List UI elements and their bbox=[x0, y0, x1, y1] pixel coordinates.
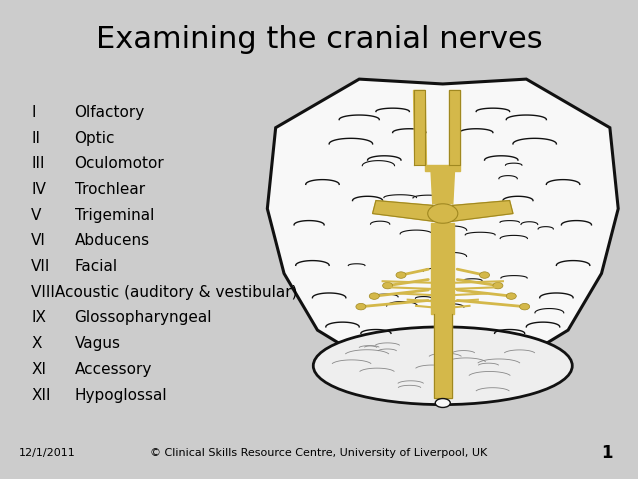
Polygon shape bbox=[449, 201, 513, 222]
Text: Olfactory: Olfactory bbox=[75, 105, 145, 120]
Ellipse shape bbox=[383, 282, 392, 289]
Text: VII: VII bbox=[31, 259, 50, 274]
Text: Optic: Optic bbox=[75, 130, 115, 146]
Text: X: X bbox=[31, 336, 41, 351]
Text: III: III bbox=[31, 156, 45, 171]
Text: © Clinical Skills Resource Centre, University of Liverpool, UK: © Clinical Skills Resource Centre, Unive… bbox=[151, 448, 487, 457]
Ellipse shape bbox=[369, 293, 379, 299]
Text: XII: XII bbox=[31, 388, 51, 402]
Text: Examining the cranial nerves: Examining the cranial nerves bbox=[96, 25, 542, 54]
Text: Hypoglossal: Hypoglossal bbox=[75, 388, 167, 402]
Polygon shape bbox=[431, 223, 454, 314]
Polygon shape bbox=[426, 165, 460, 171]
Text: Trochlear: Trochlear bbox=[75, 182, 145, 197]
Text: 12/1/2011: 12/1/2011 bbox=[19, 448, 75, 457]
Ellipse shape bbox=[396, 272, 406, 278]
Ellipse shape bbox=[493, 282, 503, 289]
Ellipse shape bbox=[435, 399, 450, 408]
Text: IV: IV bbox=[31, 182, 46, 197]
Polygon shape bbox=[373, 201, 436, 222]
Text: Glossopharyngeal: Glossopharyngeal bbox=[75, 310, 212, 325]
Text: Facial: Facial bbox=[75, 259, 117, 274]
Ellipse shape bbox=[427, 204, 458, 223]
Text: Abducens: Abducens bbox=[75, 233, 150, 248]
Ellipse shape bbox=[507, 293, 516, 299]
Text: IX: IX bbox=[31, 310, 46, 325]
Text: Accessory: Accessory bbox=[75, 362, 152, 377]
Polygon shape bbox=[431, 171, 454, 204]
Polygon shape bbox=[434, 314, 452, 398]
Ellipse shape bbox=[519, 303, 530, 310]
Text: VIIIAcoustic (auditory & vestibular): VIIIAcoustic (auditory & vestibular) bbox=[31, 285, 298, 300]
Ellipse shape bbox=[480, 272, 489, 278]
Text: V: V bbox=[31, 207, 41, 223]
Text: II: II bbox=[31, 130, 40, 146]
Text: VI: VI bbox=[31, 233, 46, 248]
Text: Vagus: Vagus bbox=[75, 336, 121, 351]
Polygon shape bbox=[413, 91, 426, 165]
Text: XI: XI bbox=[31, 362, 46, 377]
Polygon shape bbox=[449, 91, 460, 165]
Text: 1: 1 bbox=[602, 444, 613, 462]
Ellipse shape bbox=[313, 327, 572, 405]
Text: Oculomotor: Oculomotor bbox=[75, 156, 165, 171]
Ellipse shape bbox=[356, 303, 366, 310]
Text: Trigeminal: Trigeminal bbox=[75, 207, 154, 223]
Polygon shape bbox=[267, 79, 618, 379]
Text: I: I bbox=[31, 105, 36, 120]
